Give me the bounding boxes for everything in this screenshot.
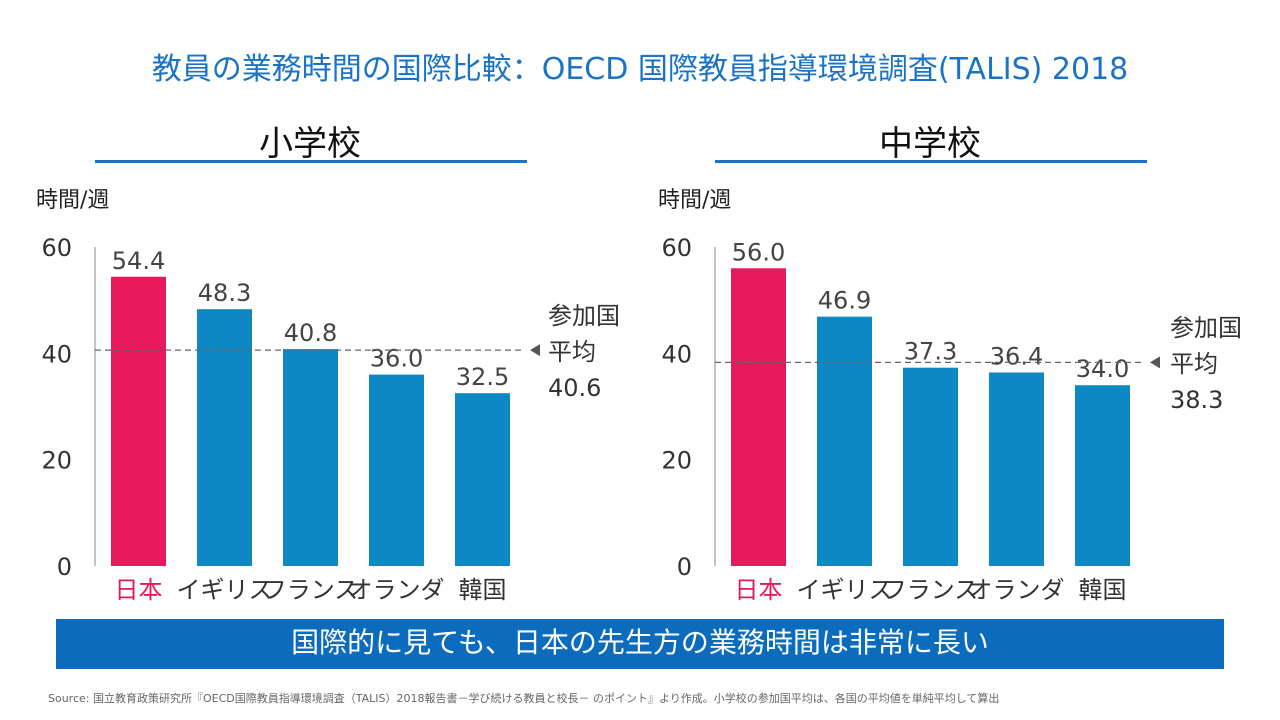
y-tick-label: 0 — [677, 553, 692, 581]
x-tick-label: 韓国 — [1079, 576, 1127, 604]
bar-chart-junior-high: 0 20 40 60 56.0 日本 46.9 イギリス 37.3 フランス 36.4 オランダ 34.… — [661, 234, 1160, 604]
bar — [283, 349, 338, 566]
bar — [197, 309, 252, 566]
x-tick-label: 韓国 — [459, 576, 507, 604]
data-label: 54.4 — [112, 247, 165, 275]
average-value: 40.6 — [548, 374, 602, 402]
x-tick-label: オランダ — [349, 576, 445, 604]
data-label: 48.3 — [198, 279, 251, 307]
average-label: 参加国 平均 38.3 — [1170, 310, 1242, 418]
x-tick-label: 日本 — [735, 576, 783, 604]
average-label-line: 参加国 — [548, 302, 620, 330]
y-unit-label: 時間/週 — [36, 188, 110, 213]
y-tick-label: 60 — [41, 234, 72, 262]
panel-title: 小学校 — [259, 124, 361, 164]
y-tick-label: 40 — [41, 340, 72, 368]
page-title: 教員の業務時間の国際比較：OECD 国際教員指導環境調査(TALIS) 2018 — [151, 52, 1129, 87]
bar — [903, 367, 958, 566]
data-label: 34.0 — [1076, 355, 1129, 383]
panel-title: 中学校 — [879, 124, 981, 164]
y-tick-label: 40 — [661, 340, 692, 368]
data-label: 46.9 — [818, 287, 871, 315]
bar — [731, 268, 786, 566]
average-label-line: 平均 — [1170, 350, 1218, 378]
bar — [989, 372, 1044, 566]
data-label: 40.8 — [284, 319, 337, 347]
x-tick-label: イギリス — [177, 576, 273, 604]
y-tick-label: 60 — [661, 234, 692, 262]
x-tick-label: 日本 — [115, 576, 163, 604]
average-label-line: 平均 — [548, 338, 596, 366]
bar — [817, 316, 872, 566]
conclusion-banner: 国際的に見ても、日本の先生方の業務時間は非常に長い — [56, 619, 1224, 669]
bar — [369, 374, 424, 566]
data-label: 36.4 — [990, 342, 1043, 370]
average-label: 参加国 平均 40.6 — [548, 298, 620, 406]
y-tick-label: 0 — [57, 553, 72, 581]
average-value: 38.3 — [1170, 386, 1224, 414]
y-unit-label: 時間/週 — [658, 188, 732, 213]
y-tick-label: 20 — [41, 447, 72, 475]
bar — [1075, 385, 1130, 566]
x-tick-label: フランス — [263, 576, 359, 604]
panel-underline — [95, 160, 527, 163]
data-label: 56.0 — [732, 238, 785, 266]
bar — [111, 276, 166, 566]
bar-chart-elementary: 0 20 40 60 54.4 日本 48.3 イギリス 40.8 フランス 36.0 オランダ 32.… — [41, 234, 540, 604]
average-arrow-icon — [530, 344, 540, 357]
panel-elementary: 小学校 時間/週 0 20 40 60 54.4 日本 48.3 イギリス 40.8 フランス 36… — [0, 110, 640, 610]
x-tick-label: イギリス — [797, 576, 893, 604]
x-tick-label: フランス — [883, 576, 979, 604]
source-note: Source: 国立教育政策研究所『OECD国際教員指導環境調査（TALIS）2… — [48, 692, 1000, 705]
data-label: 36.0 — [370, 345, 423, 373]
panel-underline — [715, 160, 1147, 163]
bar — [455, 393, 510, 566]
data-label: 32.5 — [456, 363, 509, 391]
data-label: 37.3 — [904, 338, 957, 366]
average-arrow-icon — [1150, 356, 1160, 369]
panel-junior-high: 中学校 時間/週 0 20 40 60 56.0 日本 46.9 イギリス 37.3 フランス 36… — [620, 110, 1260, 610]
x-tick-label: オランダ — [969, 576, 1065, 604]
y-tick-label: 20 — [661, 447, 692, 475]
average-label-line: 参加国 — [1170, 314, 1242, 342]
